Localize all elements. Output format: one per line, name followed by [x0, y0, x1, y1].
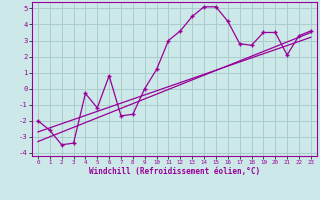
X-axis label: Windchill (Refroidissement éolien,°C): Windchill (Refroidissement éolien,°C)	[89, 167, 260, 176]
